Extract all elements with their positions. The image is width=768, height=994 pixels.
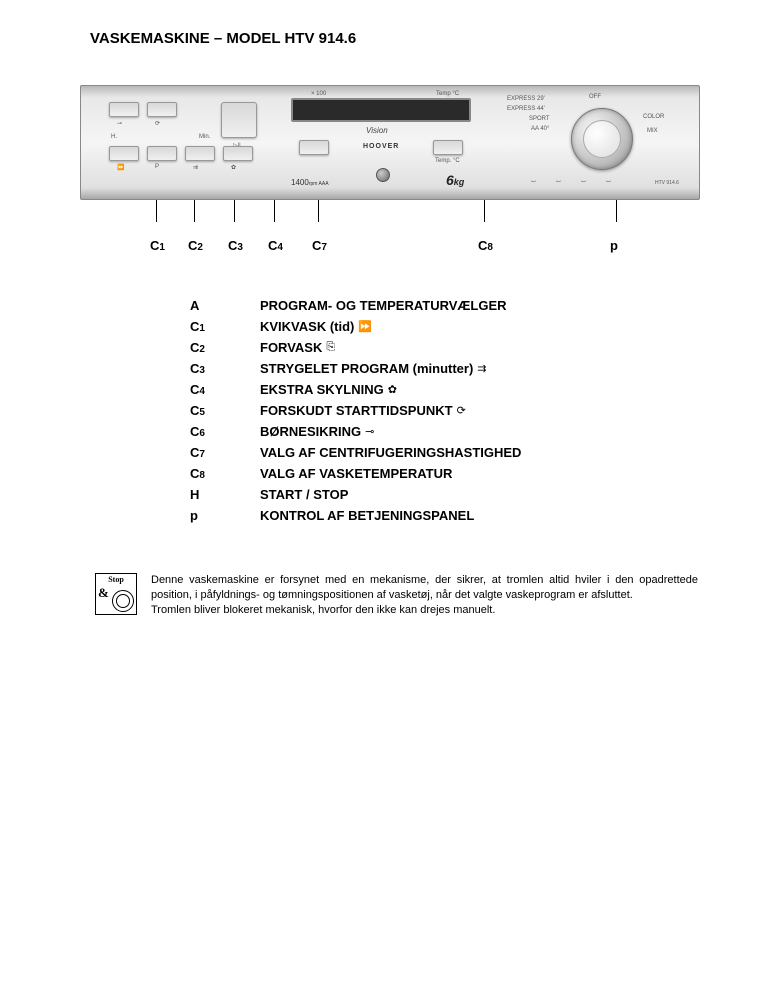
legend-desc: STRYGELET PROGRAM (minutter)⇉ [260, 361, 487, 376]
pointer-line [484, 200, 485, 222]
note-text: Denne vaskemaskine er forsynet med en me… [151, 573, 698, 618]
legend-key: p [190, 508, 260, 523]
icon-c1: ⏩ [117, 164, 124, 171]
model-small-label: HTV 914.6 [655, 180, 679, 186]
pointer-line [318, 200, 319, 222]
legend-row: C1KVIKVASK (tid)⏩ [190, 319, 728, 334]
button-c5 [147, 102, 177, 117]
legend-row: C2FORVASK⎘ [190, 340, 728, 355]
legend-key: C7 [190, 445, 260, 460]
pointer-line [274, 200, 275, 222]
icon-c3: ⇉ [193, 164, 198, 171]
dial-label-2: SPORT [529, 116, 550, 122]
legend-row: C5FORSKUDT STARTTIDSPUNKT⟳ [190, 403, 728, 418]
callout-label: p [610, 238, 618, 253]
tempc-label: Temp °C [436, 91, 459, 97]
callout-label: C1 [150, 238, 165, 253]
button-c8 [433, 140, 463, 155]
legend-icon: ⎘ [326, 341, 335, 354]
legend-desc: START / STOP [260, 487, 348, 502]
legend-desc: FORVASK⎘ [260, 340, 335, 355]
key-icon: ⊸ [117, 120, 122, 127]
legend-key: C8 [190, 466, 260, 481]
tempc2-label: Temp. °C [435, 158, 460, 164]
legend-desc: KVIKVASK (tid)⏩ [260, 319, 372, 334]
note-box: Stop & Denne vaskemaskine er forsynet me… [95, 573, 698, 618]
pointer-line [156, 200, 157, 222]
button-c4 [223, 146, 253, 161]
label-min-small: Min. [199, 134, 210, 140]
legend-desc: VALG AF CENTRIFUGERINGSHASTIGHED [260, 445, 521, 460]
screw [376, 168, 390, 182]
program-dial [571, 108, 633, 170]
legend-key: H [190, 487, 260, 502]
legend-row: C4EKSTRA SKYLNING✿ [190, 382, 728, 397]
pointer-line [194, 200, 195, 222]
dial-label-6: MIX [647, 128, 658, 134]
legend-icon: ✿ [388, 383, 397, 396]
callout-label: C3 [228, 238, 243, 253]
button-c7 [299, 140, 329, 155]
label-h-small: H. [111, 134, 117, 140]
legend-row: C8VALG AF VASKETEMPERATUR [190, 466, 728, 481]
page-title: VASKEMASKINE – MODEL HTV 914.6 [90, 30, 728, 47]
lcd-display [291, 98, 471, 122]
legend-desc: PROGRAM- OG TEMPERATURVÆLGER [260, 298, 507, 313]
legend-row: APROGRAM- OG TEMPERATURVÆLGER [190, 298, 728, 313]
callout-label: C8 [478, 238, 493, 253]
panel-photo: ▷|| H. Min. ⏩ P ⇉ ✿ ⊸ ⟳ × 100 Temp °C Vi… [80, 85, 700, 200]
legend-desc: EKSTRA SKYLNING✿ [260, 382, 397, 397]
wash-symbol-4: ⌴ [606, 178, 611, 185]
dial-label-4: OFF [589, 94, 601, 100]
legend-desc: BØRNESIKRING⊸ [260, 424, 374, 439]
icon-c2: P [155, 164, 159, 170]
button-c1 [109, 146, 139, 161]
wash-symbol-1: ⌴ [531, 178, 536, 185]
legend-key: A [190, 298, 260, 313]
dial-label-1: EXPRESS 44' [507, 106, 545, 112]
callout-label: C2 [188, 238, 203, 253]
rpm-label: × 100 [311, 91, 326, 97]
legend-desc: KONTROL AF BETJENINGSPANEL [260, 508, 474, 523]
dial-label-0: EXPRESS 29' [507, 96, 545, 102]
clock-icon: ⟳ [155, 120, 160, 127]
legend-row: C6BØRNESIKRING⊸ [190, 424, 728, 439]
wash-symbol-2: ⌴ [556, 178, 561, 185]
brand-label: HOOVER [363, 143, 399, 150]
legend-desc: VALG AF VASKETEMPERATUR [260, 466, 452, 481]
dial-label-5: COLOR [643, 114, 664, 120]
button-h [221, 102, 257, 138]
spec-capacity: 6kg [446, 172, 464, 188]
legend-row: C3STRYGELET PROGRAM (minutter)⇉ [190, 361, 728, 376]
pointer-line [616, 200, 617, 222]
callout-label: C4 [268, 238, 283, 253]
dial-label-3: AA 40° [531, 126, 549, 132]
legend-key: C6 [190, 424, 260, 439]
legend-key: C5 [190, 403, 260, 418]
legend-row: pKONTROL AF BETJENINGSPANEL [190, 508, 728, 523]
legend-icon: ⇉ [477, 362, 486, 375]
legend-key: C1 [190, 319, 260, 334]
legend-key: C3 [190, 361, 260, 376]
control-panel-diagram: C6C5HA ▷|| H. Min. ⏩ P ⇉ ✿ ⊸ ⟳ × 100 Tem… [80, 85, 700, 238]
legend-key: C2 [190, 340, 260, 355]
legend-icon: ⊸ [365, 425, 374, 438]
pointer-line [234, 200, 235, 222]
legend-row: HSTART / STOP [190, 487, 728, 502]
button-c2 [147, 146, 177, 161]
legend-icon: ⟳ [457, 404, 466, 417]
icon-c4: ✿ [231, 164, 236, 171]
button-c6 [109, 102, 139, 117]
legend-row: C7VALG AF CENTRIFUGERINGSHASTIGHED [190, 445, 728, 460]
legend-table: APROGRAM- OG TEMPERATURVÆLGERC1KVIKVASK … [190, 298, 728, 523]
stop-hold-icon: Stop & [95, 573, 137, 615]
vision-label: Vision [366, 126, 388, 135]
legend-key: C4 [190, 382, 260, 397]
legend-icon: ⏩ [358, 320, 372, 333]
spec-rpm: 1400rpm AAA [291, 178, 329, 187]
button-c3 [185, 146, 215, 161]
wash-symbol-3: ⌴ [581, 178, 586, 185]
callout-label: C7 [312, 238, 327, 253]
legend-desc: FORSKUDT STARTTIDSPUNKT⟳ [260, 403, 466, 418]
